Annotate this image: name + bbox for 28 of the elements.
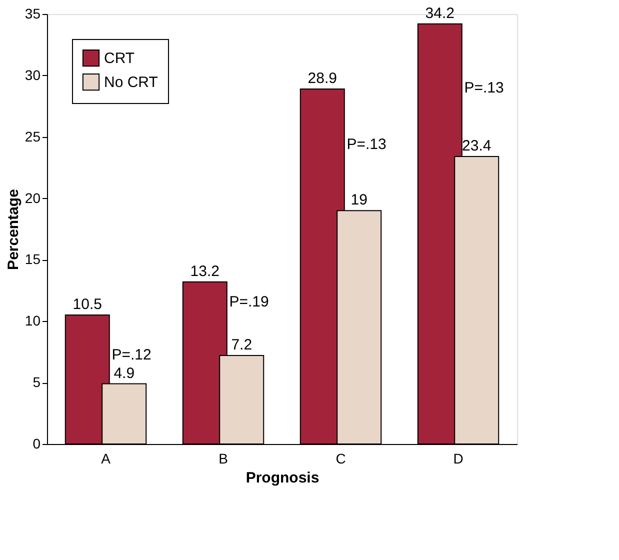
legend-label: CRT [104, 50, 135, 67]
y-tick-label: 15 [24, 251, 41, 268]
x-tick-label: A [101, 450, 112, 466]
data-label: 13.2 [190, 262, 220, 280]
y-tick-label: 10 [24, 312, 41, 329]
y-tick-label: 5 [32, 374, 41, 390]
data-label: 23.4 [462, 138, 492, 155]
annotation: P=.13 [346, 136, 386, 154]
y-tick-label: 0 [32, 436, 41, 452]
y-tick-label: 35 [24, 6, 41, 22]
x-axis-title: Prognosis [246, 470, 320, 486]
data-label: 7.2 [231, 336, 252, 354]
x-tick-label: B [218, 450, 228, 466]
data-label: 28.9 [308, 70, 337, 87]
data-label: 34.2 [425, 4, 454, 22]
y-axis-title: Percentage [4, 189, 22, 270]
y-tick-label: 25 [24, 128, 41, 144]
annotation: P=.19 [229, 293, 269, 310]
x-tick-label: C [336, 450, 346, 466]
annotation: P=.13 [464, 80, 504, 97]
data-label: 10.5 [72, 296, 102, 313]
annotation: P=.12 [112, 346, 152, 364]
data-label: 19 [350, 192, 368, 209]
legend-label: No CRT [104, 74, 158, 91]
x-tick-label: D [453, 450, 464, 466]
data-label: 4.9 [114, 364, 135, 382]
y-tick-label: 20 [24, 190, 41, 206]
y-tick-label: 30 [24, 66, 41, 83]
